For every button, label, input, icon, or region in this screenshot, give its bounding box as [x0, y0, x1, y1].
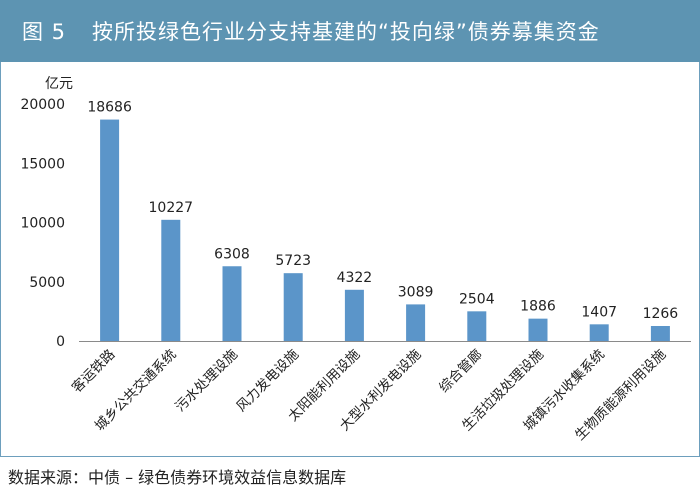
data-label: 1266 — [643, 306, 679, 322]
bar — [467, 311, 487, 341]
data-label: 1886 — [520, 299, 556, 315]
bar — [344, 289, 364, 341]
y-tick-label: 20000 — [20, 97, 65, 113]
chart-title: 按所投绿色行业分支持基建的“投向绿”债券募集资金 — [92, 20, 600, 44]
x-tick-label: 综合管廊 — [435, 346, 485, 396]
y-tick-label: 15000 — [20, 156, 65, 172]
bar — [222, 266, 242, 341]
figure-number: 图 5 — [22, 20, 67, 44]
data-label: 3089 — [398, 284, 434, 300]
y-axis-unit-label: 亿元 — [45, 76, 73, 92]
y-tick-label: 5000 — [29, 275, 65, 291]
y-tick-label: 10000 — [20, 216, 65, 232]
source-note: 数据来源：中债 – 绿色债券环境效益信息数据库 — [8, 468, 347, 487]
title-bar: 图 5 按所投绿色行业分支持基建的“投向绿”债券募集资金 — [0, 0, 700, 62]
data-label: 2504 — [459, 291, 495, 307]
y-tick-label: 0 — [56, 334, 65, 350]
data-label: 10227 — [149, 200, 194, 216]
data-label: 1407 — [581, 304, 617, 320]
data-label: 18686 — [87, 100, 132, 116]
bar — [100, 119, 120, 342]
data-label: 5723 — [275, 253, 311, 269]
bar — [650, 325, 670, 341]
data-label: 4322 — [337, 270, 373, 286]
bar — [406, 304, 426, 341]
bar — [528, 318, 548, 341]
data-label: 6308 — [214, 246, 250, 262]
x-tick-label: 污水处理设施 — [172, 346, 241, 415]
bar — [283, 273, 303, 341]
bar — [161, 219, 181, 341]
x-tick-label: 风力发电设施 — [233, 346, 302, 415]
x-tick-label: 客运铁路 — [68, 345, 119, 396]
chart-frame: 亿元 0 5000 10000 15000 20000 18686 客运铁路 10227 城乡公共… — [0, 62, 700, 457]
bar — [589, 324, 609, 341]
